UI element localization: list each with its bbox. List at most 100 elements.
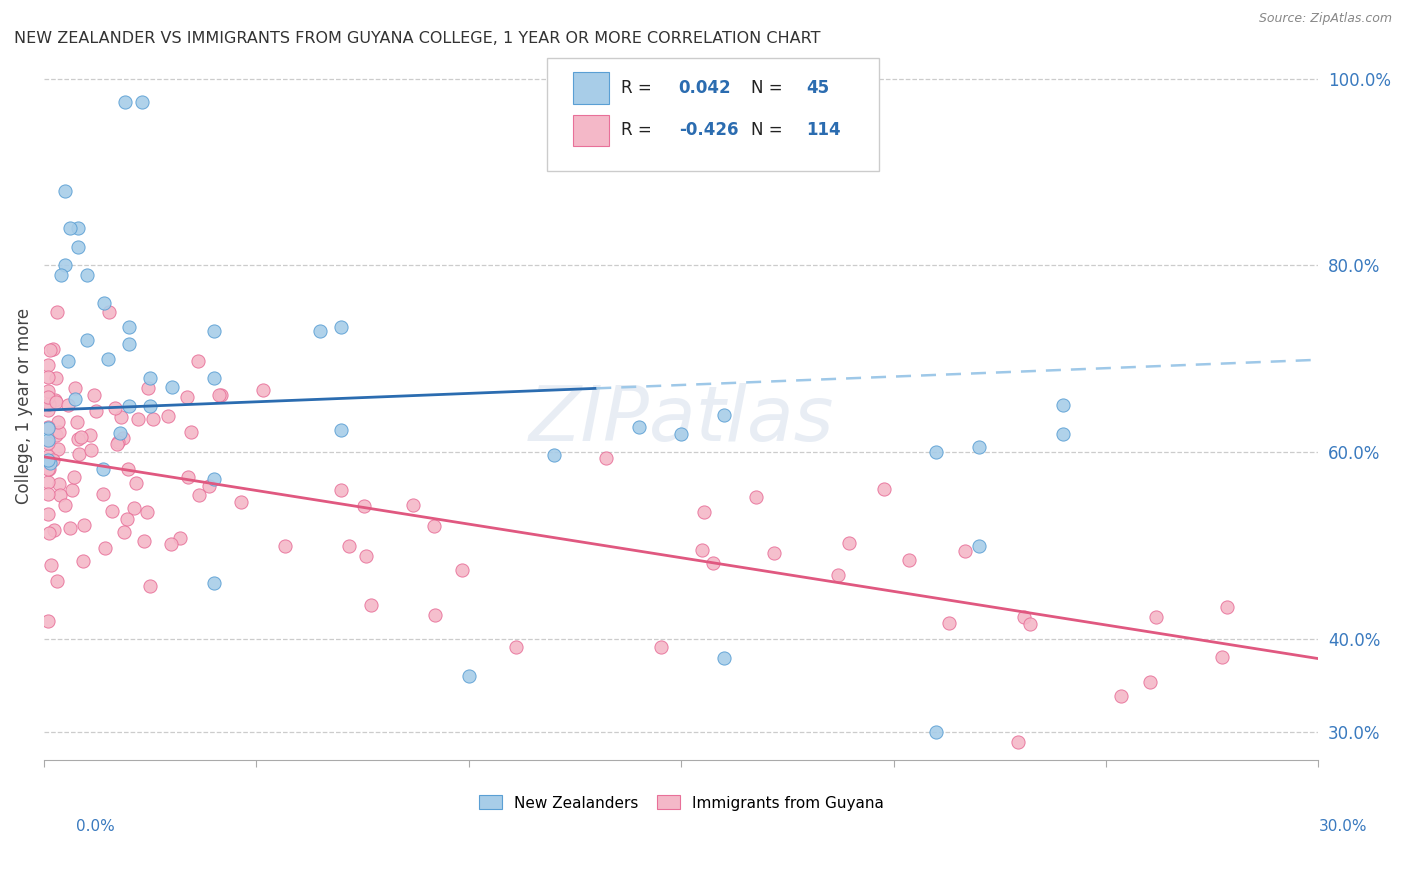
Point xyxy=(873,483,896,497)
Text: 114: 114 xyxy=(806,121,841,139)
Point xyxy=(1007,735,1029,749)
Point xyxy=(330,483,353,497)
Point xyxy=(114,95,136,109)
Point xyxy=(595,450,617,465)
Point xyxy=(1109,689,1132,703)
Point xyxy=(274,539,297,553)
Point xyxy=(38,397,60,411)
Point xyxy=(202,472,225,486)
Point xyxy=(136,381,159,395)
Text: N =: N = xyxy=(751,121,789,139)
Point xyxy=(37,449,59,463)
Point xyxy=(142,411,165,425)
Point xyxy=(80,442,103,457)
Point xyxy=(925,725,948,739)
Point xyxy=(45,371,67,385)
Point xyxy=(122,501,145,516)
Point xyxy=(37,436,59,450)
Point xyxy=(353,500,375,514)
Point xyxy=(118,320,141,334)
Point xyxy=(198,479,221,493)
Point xyxy=(187,354,209,368)
Point xyxy=(72,553,94,567)
Bar xyxy=(572,114,609,146)
Point xyxy=(53,498,76,512)
Point xyxy=(177,470,200,484)
Point xyxy=(37,487,59,501)
Point xyxy=(73,517,96,532)
Point xyxy=(44,524,66,538)
Point xyxy=(360,599,382,613)
Point xyxy=(37,370,59,384)
Text: 30.0%: 30.0% xyxy=(1319,820,1367,834)
Point xyxy=(180,425,202,440)
Point xyxy=(827,567,849,582)
Point xyxy=(56,354,79,368)
Point xyxy=(763,546,786,560)
Point xyxy=(136,505,159,519)
Point xyxy=(1216,599,1239,614)
Point xyxy=(46,416,69,430)
Point xyxy=(83,388,105,402)
Point xyxy=(115,512,138,526)
Point xyxy=(112,524,135,539)
Point xyxy=(65,392,87,406)
Point xyxy=(650,640,672,654)
Point xyxy=(925,445,948,459)
Point xyxy=(37,420,59,434)
Text: R =: R = xyxy=(621,121,658,139)
Point xyxy=(169,531,191,545)
Point xyxy=(49,488,72,502)
Point xyxy=(713,650,735,665)
Point xyxy=(967,539,990,553)
Text: -0.426: -0.426 xyxy=(679,121,738,139)
Point xyxy=(1211,650,1233,665)
Point xyxy=(63,470,86,484)
Point xyxy=(176,390,198,404)
Point xyxy=(79,428,101,442)
Point xyxy=(1139,674,1161,689)
Point xyxy=(39,558,62,573)
Point xyxy=(1052,426,1074,441)
Point xyxy=(702,556,724,570)
Y-axis label: College, 1 year or more: College, 1 year or more xyxy=(15,308,32,504)
Point xyxy=(124,475,146,490)
Point xyxy=(38,525,60,540)
Point xyxy=(202,370,225,384)
Point xyxy=(330,423,353,437)
Point xyxy=(93,462,115,476)
Text: Source: ZipAtlas.com: Source: ZipAtlas.com xyxy=(1258,12,1392,25)
Point xyxy=(37,453,59,467)
Point xyxy=(202,324,225,338)
Text: 0.0%: 0.0% xyxy=(76,820,115,834)
Point xyxy=(1014,609,1036,624)
Point xyxy=(76,333,98,347)
Point xyxy=(97,305,120,319)
Point xyxy=(713,408,735,422)
Text: ZIPatlas: ZIPatlas xyxy=(529,383,834,457)
Point xyxy=(48,476,70,491)
Point xyxy=(45,428,67,442)
Point xyxy=(669,426,692,441)
Point xyxy=(159,537,181,551)
Point xyxy=(955,544,977,558)
Point xyxy=(202,576,225,591)
Point xyxy=(118,399,141,413)
Point xyxy=(37,456,59,470)
Text: R =: R = xyxy=(621,78,658,96)
Point xyxy=(53,259,76,273)
Point xyxy=(76,268,98,282)
Point xyxy=(337,539,360,553)
Point xyxy=(354,549,377,563)
Point xyxy=(938,615,960,630)
Point xyxy=(208,388,231,402)
Point xyxy=(49,268,72,282)
Text: NEW ZEALANDER VS IMMIGRANTS FROM GUYANA COLLEGE, 1 YEAR OR MORE CORRELATION CHAR: NEW ZEALANDER VS IMMIGRANTS FROM GUYANA … xyxy=(14,31,821,46)
Point xyxy=(44,392,66,407)
Point xyxy=(37,358,59,372)
Point xyxy=(139,579,162,593)
Point xyxy=(67,432,90,446)
Point xyxy=(967,440,990,454)
Point xyxy=(838,536,860,550)
Point xyxy=(37,384,59,399)
